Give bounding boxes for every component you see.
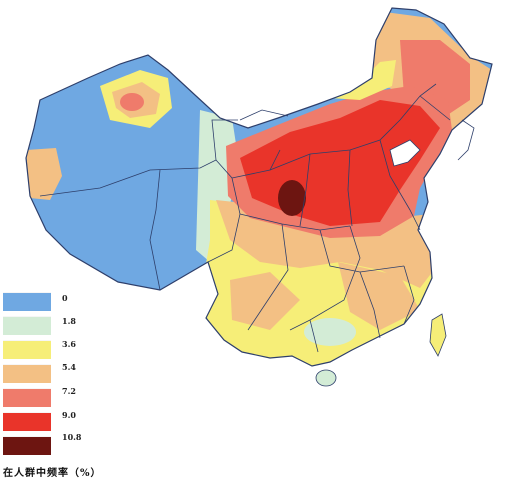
coast-line [457,119,475,161]
legend-swatch-5 [3,412,51,431]
legend: 0 1.8 3.6 5.4 7.2 9.0 10.8 在人群中频率（%） [0,292,120,492]
legend-label-4: 7.2 [62,386,76,396]
legend-label-3: 5.4 [62,362,76,372]
legend-title: 在人群中频率（%） [3,468,102,479]
legend-swatch-2 [3,340,51,359]
legend-label-6: 10.8 [62,432,82,442]
legend-swatch-4 [3,388,51,407]
legend-swatch-0 [3,292,51,311]
island-taiwan [429,313,447,357]
legend-swatch-1 [3,316,51,335]
province-boundaries [39,83,451,353]
legend-swatch-3 [3,364,51,383]
bay-water [389,139,421,167]
island-hainan [315,369,337,387]
legend-label-0: 0 [62,293,68,303]
legend-label-2: 3.6 [62,339,76,349]
legend-swatch-6 [3,436,51,455]
legend-label-5: 9.0 [62,410,76,420]
legend-label-1: 1.8 [62,316,76,326]
